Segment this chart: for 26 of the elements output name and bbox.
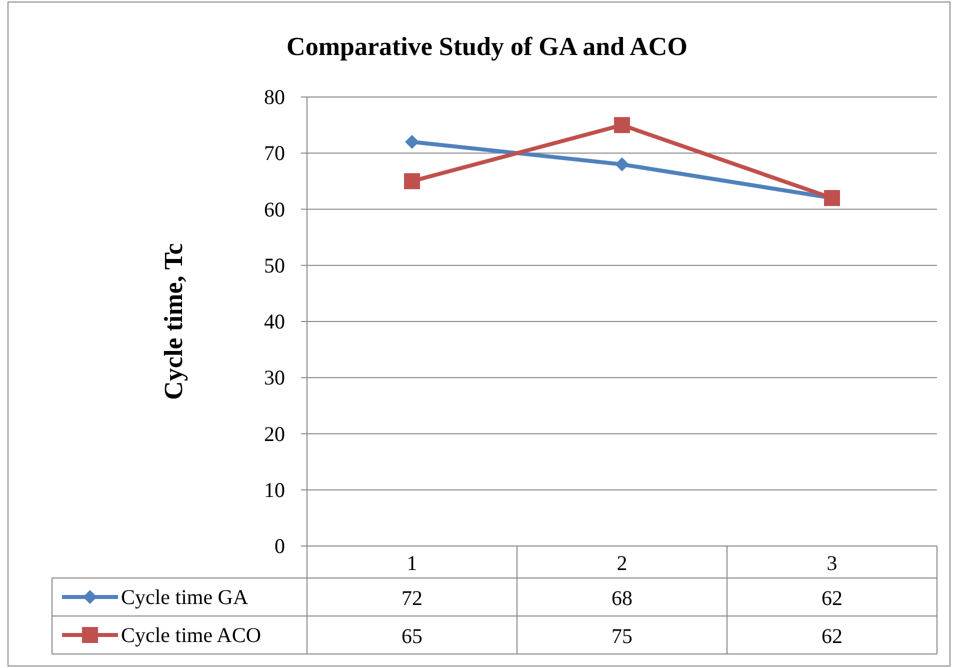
y-axis-title: Cycle time, Tc bbox=[159, 243, 188, 400]
y-tick-label: 10 bbox=[264, 478, 285, 502]
data-label: 72 bbox=[402, 586, 422, 610]
data-label: 65 bbox=[402, 624, 422, 648]
data-label: 62 bbox=[822, 586, 842, 610]
x-tick-label: 3 bbox=[826, 551, 838, 575]
point bbox=[615, 157, 629, 172]
point bbox=[405, 134, 419, 149]
point bbox=[404, 173, 420, 190]
y-tick-label: 50 bbox=[264, 253, 285, 278]
y-tick-label: 30 bbox=[264, 366, 285, 390]
data-label: 75 bbox=[612, 624, 632, 648]
y-tick-label: 20 bbox=[264, 422, 285, 446]
x-tick-label: 1 bbox=[406, 551, 418, 575]
y-tick-label: 40 bbox=[264, 310, 285, 334]
y-tick-label: 70 bbox=[264, 141, 285, 166]
data-label: 62 bbox=[822, 624, 842, 648]
legend-label: Cycle time GA bbox=[121, 585, 249, 609]
y-tick-label: 0 bbox=[274, 534, 285, 558]
point bbox=[614, 117, 630, 134]
y-tick-label: 80 bbox=[264, 85, 285, 109]
x-tick-label: 2 bbox=[616, 551, 628, 575]
data-label: 68 bbox=[612, 586, 632, 610]
y-tick-label: 60 bbox=[264, 197, 285, 222]
chart-title: Comparative Study of GA and ACO bbox=[286, 32, 688, 61]
legend-label: Cycle time ACO bbox=[121, 623, 261, 647]
